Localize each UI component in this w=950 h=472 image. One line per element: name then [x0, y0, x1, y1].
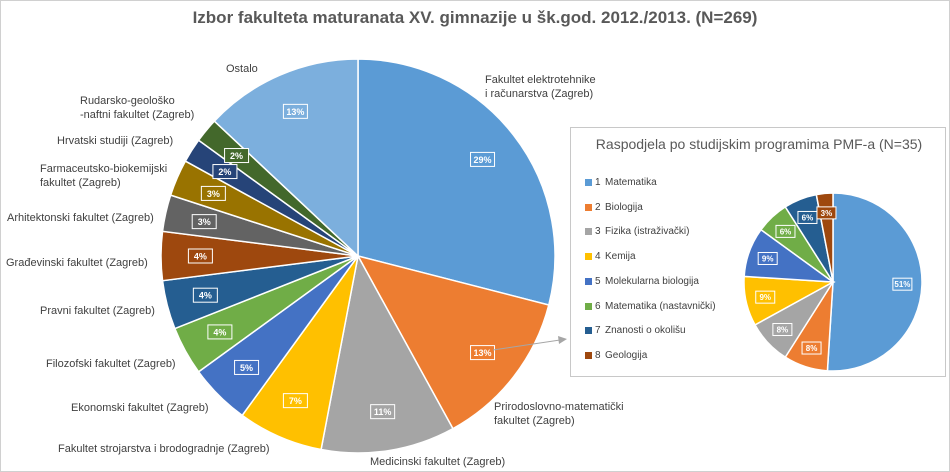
- main-pie-category-label: Fakultet elektrotehnike: [485, 74, 596, 86]
- legend-number: 1: [595, 177, 601, 188]
- main-pie-data-label: 7%: [289, 396, 302, 406]
- legend-label: Matematika (nastavnički): [605, 300, 716, 312]
- legend-swatch: [585, 253, 592, 261]
- inset-pie-data-label: 8%: [777, 326, 789, 335]
- main-pie-data-label: 2%: [218, 167, 231, 177]
- main-pie-category-label: fakultet (Zagreb): [40, 177, 121, 189]
- inset-pie-data-label: 9%: [759, 293, 771, 302]
- legend-number: 8: [595, 349, 601, 361]
- main-pie-category-label: Pravni fakultet (Zagreb): [40, 305, 155, 317]
- legend-swatch: [585, 302, 592, 310]
- main-pie-data-label: 3%: [207, 189, 220, 199]
- inset-pie-label-box: [892, 277, 913, 291]
- legend-swatch: [585, 351, 592, 359]
- inset-pie-label-box: [816, 206, 837, 220]
- inset-pie-chart: 51% 8% 8% 9% 9% 6% 6% 3%: [743, 192, 923, 372]
- inset-pie-label-box: [755, 290, 776, 304]
- main-pie-label-box: [200, 185, 226, 201]
- legend-number: 7: [595, 325, 601, 337]
- main-pie-category-label: Fakultet strojarstva i brodogradnje (Zag…: [58, 443, 270, 455]
- main-pie-data-label: 4%: [213, 327, 226, 337]
- legend-label: Geologija: [605, 349, 648, 361]
- main-pie-category-label: Prirodoslovno-matematički: [494, 401, 624, 413]
- main-pie-category-label: fakultet (Zagreb): [494, 415, 575, 427]
- main-pie-slice: [213, 58, 359, 258]
- main-pie-data-label: 13%: [474, 348, 492, 358]
- main-pie-category-label: i računarstva (Zagreb): [485, 88, 593, 100]
- legend-number: 4: [595, 251, 601, 263]
- legend-swatch: [585, 203, 592, 211]
- main-pie-data-label: 4%: [199, 291, 212, 301]
- main-pie-data-label: 29%: [474, 155, 492, 165]
- legend-label: Znanosti o okolišu: [605, 325, 686, 337]
- legend-label: Biologija: [605, 201, 643, 213]
- main-pie-category-label: Hrvatski studiji (Zagreb): [57, 135, 173, 147]
- main-pie-data-label: 2%: [230, 151, 243, 161]
- inset-pie-data-label: 6%: [802, 213, 814, 222]
- main-pie-category-label: Medicinski fakultet (Zagreb): [370, 456, 505, 468]
- legend-swatch: [585, 179, 592, 186]
- main-pie-category-label: Filozofski fakultet (Zagreb): [46, 358, 176, 370]
- main-pie-slice: [357, 58, 556, 306]
- main-pie-label-box: [470, 345, 496, 361]
- legend-number: 6: [595, 300, 601, 312]
- inset-pie-data-label: 51%: [894, 280, 910, 289]
- legend-number: 3: [595, 226, 601, 238]
- inset-pie-data-label: 6%: [780, 227, 792, 236]
- main-pie-label-box: [187, 248, 213, 264]
- legend-number: 2: [595, 201, 601, 213]
- main-pie-data-label: 4%: [194, 252, 207, 262]
- legend-swatch: [585, 277, 592, 285]
- inset-pie-slice: [826, 192, 923, 372]
- main-pie-label-box: [370, 404, 396, 420]
- inset-chart-title: Raspodjela po studijskim programima PMF-…: [595, 136, 923, 152]
- main-pie-label-box: [191, 214, 217, 230]
- inset-pie-label-box: [772, 323, 793, 337]
- main-pie-category-label: Arhitektonski fakultet (Zagreb): [7, 212, 154, 224]
- connector-arrow-line: [492, 339, 561, 351]
- main-pie-label-box: [282, 103, 308, 119]
- inset-pie-data-label: 8%: [806, 344, 818, 353]
- main-pie-category-label: Farmaceutsko-biokemijski: [40, 163, 167, 175]
- main-pie-category-label: Ekonomski fakultet (Zagreb): [71, 402, 209, 414]
- main-chart-title: Izbor fakulteta maturanata XV. gimnazije…: [192, 8, 758, 27]
- inset-pie-label-box: [801, 341, 822, 355]
- legend-number: 5: [595, 275, 601, 287]
- inset-pie-label-box: [775, 224, 796, 238]
- main-pie-category-label: Ostalo: [226, 63, 258, 75]
- main-pie-label-box: [470, 151, 496, 167]
- main-pie-label-box: [224, 148, 250, 164]
- main-pie-label-box: [282, 393, 308, 409]
- main-pie-slice: [320, 253, 454, 454]
- connector-arrow-head: [558, 336, 567, 344]
- main-pie-data-label: 5%: [240, 363, 253, 373]
- main-pie-label-box: [192, 287, 218, 303]
- main-pie-category-label: Rudarsko-geološko: [80, 95, 175, 107]
- main-pie-category-label: -naftni fakultet (Zagreb): [80, 109, 194, 121]
- inset-pie-data-label: 3%: [821, 209, 833, 218]
- legend-swatch: [585, 327, 592, 335]
- legend-label: Kemija: [605, 251, 636, 263]
- legend-label: Molekularna biologija: [605, 275, 699, 287]
- main-pie-data-label: 11%: [374, 407, 392, 417]
- inset-pie-data-label: 9%: [762, 254, 774, 263]
- inset-pie-label-box: [757, 251, 778, 265]
- main-pie-label-box: [234, 359, 260, 375]
- main-pie-slice: [356, 254, 550, 430]
- legend-label: Matematika: [605, 177, 657, 188]
- main-pie-data-label: 13%: [286, 107, 304, 117]
- legend-swatch: [585, 228, 592, 236]
- main-pie-label-box: [212, 164, 238, 180]
- inset-chart-panel: Raspodjela po studijskim programima PMF-…: [570, 127, 946, 377]
- main-pie-label-box: [207, 324, 233, 340]
- main-pie-category-label: Građevinski fakultet (Zagreb): [6, 257, 148, 269]
- legend-label: Fizika (istraživački): [605, 226, 690, 238]
- main-pie-data-label: 3%: [198, 217, 211, 227]
